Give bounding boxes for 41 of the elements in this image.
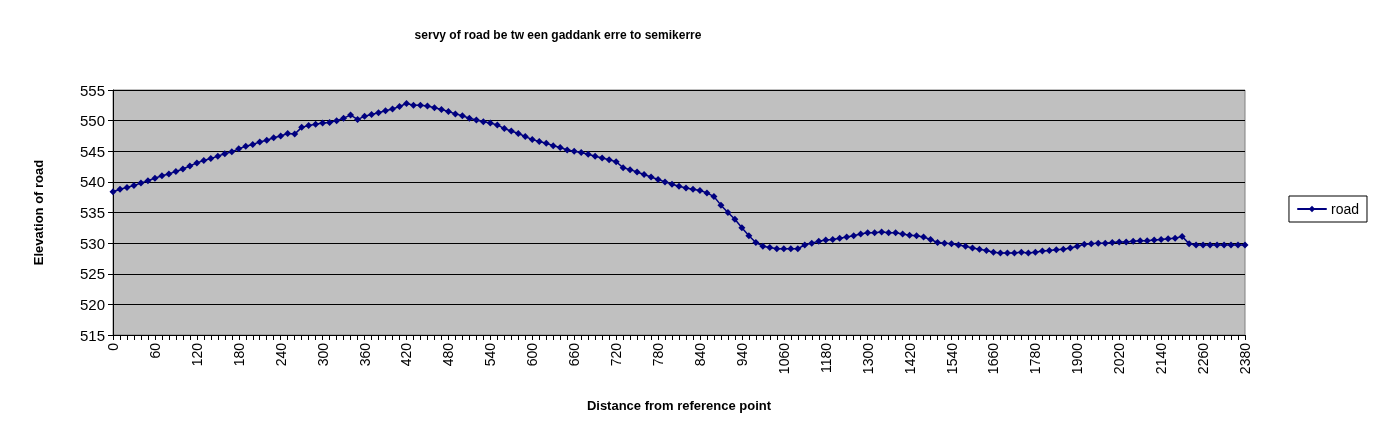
- x-axis-title: Distance from reference point: [586, 398, 772, 413]
- x-tick-label: 660: [566, 342, 583, 367]
- y-tick-label: 515: [79, 326, 105, 344]
- y-axis-title: Elevation of road: [31, 159, 46, 266]
- y-tick-label: 535: [79, 204, 105, 221]
- x-tick-label: 1180: [817, 342, 834, 374]
- chart-title: servy of road be tw een gaddank erre to semikerre: [414, 28, 702, 42]
- x-tick-label: 120: [188, 342, 205, 367]
- x-tick-label: 480: [440, 342, 457, 367]
- y-tick-label: 525: [79, 265, 105, 283]
- x-tick-label: 1060: [775, 342, 792, 375]
- x-tick-label: 1780: [1027, 342, 1044, 375]
- x-tick-label: 1900: [1069, 342, 1086, 375]
- x-tick-label: 840: [691, 342, 708, 367]
- x-tick-label: 420: [398, 342, 415, 367]
- x-tick-label: 300: [314, 342, 331, 367]
- x-tick-label: 940: [733, 342, 750, 367]
- x-tick-label: 60: [146, 342, 163, 359]
- x-tick-label: 600: [524, 342, 541, 367]
- x-tick-label: 360: [356, 342, 373, 367]
- y-tick-label: 540: [79, 173, 105, 191]
- x-tick-label: 2380: [1237, 342, 1253, 375]
- x-tick-label: 1300: [859, 342, 876, 375]
- y-tick-label: 520: [79, 295, 105, 313]
- x-tick-label: 540: [482, 342, 499, 367]
- x-tick-label: 2260: [1195, 342, 1212, 375]
- x-tick-label: 780: [650, 342, 667, 367]
- y-tick-label: 555: [79, 81, 105, 99]
- x-tick-label: 1420: [901, 342, 918, 375]
- x-tick-label: 0: [105, 342, 121, 351]
- y-tick-label: 550: [79, 112, 105, 130]
- x-tick-label: 240: [272, 342, 289, 367]
- x-tick-label: 1540: [943, 342, 960, 375]
- x-tick-label: 1660: [985, 342, 1002, 375]
- x-tick-label: 2020: [1111, 342, 1128, 375]
- y-tick-label: 530: [79, 234, 105, 252]
- x-tick-label: 2140: [1153, 342, 1170, 375]
- y-tick-label: 545: [79, 142, 105, 160]
- x-tick-label: 720: [608, 342, 625, 367]
- legend-label: road: [1330, 201, 1360, 217]
- x-tick-label: 180: [230, 342, 247, 367]
